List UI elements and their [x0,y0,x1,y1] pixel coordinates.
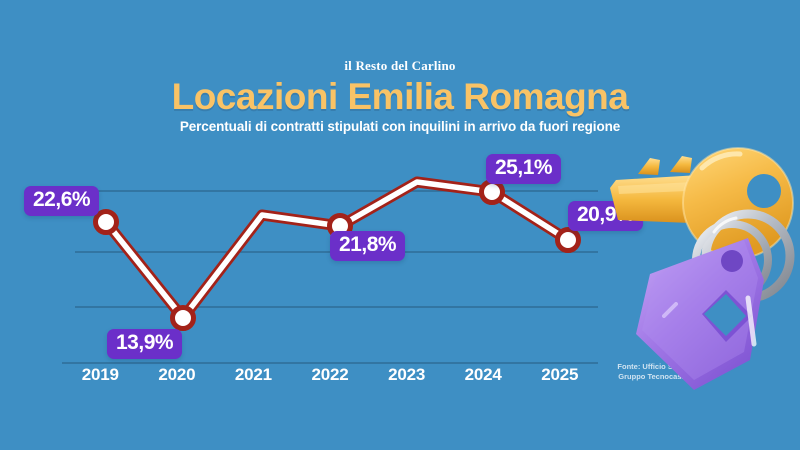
brand-logo-text: il Resto del Carlino [344,58,456,73]
value-label-2025: 20,9% [568,201,644,232]
x-tick-2023: 2023 [388,365,426,384]
data-point-markers [93,179,581,331]
value-label-2022: 21,8% [330,231,406,262]
x-tick-2021: 2021 [234,365,272,384]
value-label-2024: 25,1% [486,154,562,185]
x-axis-labels: 2019 2020 2021 2022 2023 2024 2025 [62,365,598,389]
brand-logo: il Resto del Carlino [0,58,800,74]
source-note-line2: Gruppo Tecnocasa [618,372,686,382]
x-tick-2020: 2020 [158,365,196,384]
chart-title: Locazioni Emilia Romagna [171,76,629,117]
x-tick-2024: 2024 [464,365,502,384]
x-tick-2025: 2025 [541,365,579,384]
x-tick-2019: 2019 [81,365,119,384]
source-note-line1: Fonte: Ufficio Studi [617,362,687,371]
value-label-2020: 13,9% [107,329,183,360]
chart-subtitle: Percentuali di contratti stipulati con i… [179,119,621,134]
value-label-2019: 22,6% [24,186,100,217]
x-tick-2022: 2022 [311,365,349,384]
source-note: Fonte: Ufficio Studi Gruppo Tecnocasa [592,362,712,382]
